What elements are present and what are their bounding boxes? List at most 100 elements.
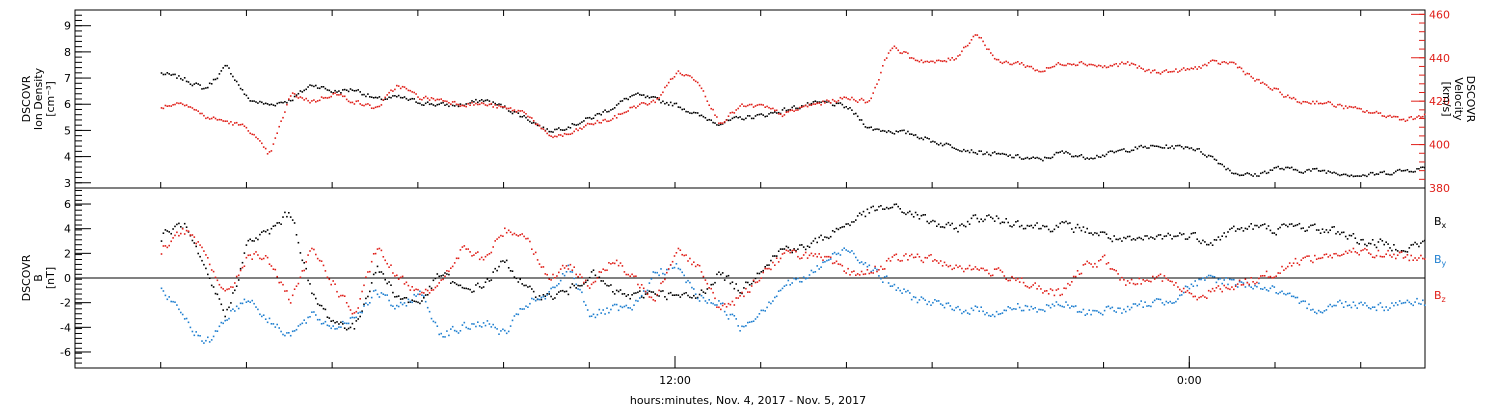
data-point (197, 334, 199, 337)
data-point (569, 286, 572, 289)
data-point (816, 255, 818, 258)
data-point (1396, 250, 1399, 252)
data-point (332, 93, 334, 95)
data-point (556, 284, 558, 287)
data-point (1385, 241, 1387, 243)
data-point (1022, 64, 1025, 66)
data-point (232, 124, 234, 126)
data-point (542, 128, 545, 130)
data-point (910, 298, 913, 301)
data-point (748, 291, 751, 293)
data-point (700, 114, 703, 117)
data-point (916, 253, 919, 256)
data-point (405, 281, 408, 284)
data-point (374, 252, 377, 255)
data-point (1049, 288, 1052, 290)
data-point (453, 262, 456, 264)
data-point (324, 320, 327, 323)
data-point (436, 285, 439, 287)
data-point (438, 333, 440, 336)
data-point (1042, 159, 1044, 162)
data-point (1350, 306, 1353, 309)
data-point (1209, 60, 1212, 62)
data-point (926, 220, 928, 223)
data-point (1402, 118, 1405, 121)
data-point (1082, 264, 1085, 266)
data-point (986, 269, 988, 271)
data-point (615, 117, 618, 119)
data-point (604, 313, 606, 315)
data-point (567, 293, 570, 296)
data-point (1180, 294, 1183, 296)
data-point (1319, 311, 1322, 313)
data-point (1381, 171, 1384, 174)
data-point (1184, 238, 1187, 240)
data-point (1292, 96, 1295, 99)
data-point (1184, 285, 1187, 288)
data-point (1344, 235, 1347, 238)
data-point (262, 314, 265, 316)
data-point (961, 223, 963, 225)
data-point (1069, 222, 1071, 224)
data-point (1109, 268, 1112, 270)
data-point (320, 260, 323, 262)
data-point (556, 128, 558, 131)
data-point (1207, 62, 1210, 64)
data-point (544, 273, 547, 275)
data-point (286, 103, 288, 106)
data-point (162, 290, 165, 292)
data-point (166, 230, 169, 232)
data-point (957, 266, 959, 269)
data-point (473, 101, 475, 103)
data-point (1329, 303, 1331, 306)
data-point (417, 96, 419, 98)
data-point (563, 132, 566, 135)
data-point (683, 274, 685, 277)
data-point (739, 292, 741, 294)
data-point (228, 317, 230, 320)
data-point (1017, 220, 1019, 222)
data-point (1342, 173, 1345, 176)
data-point (808, 274, 811, 276)
data-point (1277, 272, 1279, 274)
data-point (635, 299, 637, 302)
data-point (1229, 169, 1231, 172)
data-point (1186, 146, 1189, 148)
data-point (1402, 250, 1405, 252)
data-point (482, 258, 485, 261)
data-point (743, 325, 745, 328)
data-point (478, 103, 481, 106)
data-point (552, 131, 554, 133)
data-point (1423, 304, 1426, 306)
data-point (696, 81, 699, 84)
data-point (1088, 262, 1090, 264)
data-point (1261, 81, 1264, 84)
data-point (442, 101, 444, 104)
data-point (631, 294, 633, 296)
data-point (860, 261, 863, 263)
data-point (1329, 171, 1331, 173)
data-point (556, 275, 558, 277)
data-point (1391, 302, 1393, 304)
data-point (768, 113, 770, 115)
data-point (727, 119, 730, 122)
data-point (993, 151, 996, 153)
data-point (1144, 301, 1146, 303)
data-point (822, 239, 824, 241)
data-point (829, 258, 832, 260)
data-point (924, 214, 926, 216)
data-point (1327, 100, 1330, 103)
data-point (392, 90, 394, 92)
data-point (1173, 70, 1175, 73)
data-point (781, 248, 784, 250)
data-point (1387, 115, 1389, 117)
data-point (598, 308, 601, 311)
data-point (162, 73, 165, 76)
data-point (444, 336, 446, 338)
data-point (1248, 283, 1250, 286)
data-point (172, 300, 174, 303)
data-point (160, 240, 163, 242)
data-point (802, 105, 805, 108)
data-point (901, 259, 903, 262)
data-point (257, 308, 259, 311)
